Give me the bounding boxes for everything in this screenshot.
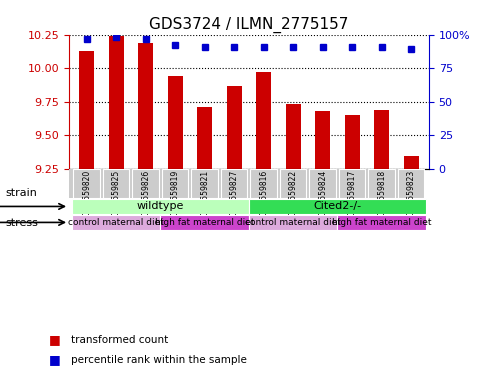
FancyBboxPatch shape — [72, 199, 249, 214]
FancyBboxPatch shape — [191, 169, 218, 198]
Bar — [227, 86, 242, 169]
Text: GSM559818: GSM559818 — [377, 170, 386, 216]
FancyBboxPatch shape — [160, 215, 249, 230]
Bar — [374, 110, 389, 169]
Bar — [404, 156, 419, 169]
Bar — [139, 43, 153, 169]
FancyBboxPatch shape — [339, 169, 365, 198]
Text: transformed count: transformed count — [71, 335, 169, 345]
Text: GSM559824: GSM559824 — [318, 170, 327, 216]
FancyBboxPatch shape — [398, 169, 424, 198]
Text: wildtype: wildtype — [137, 202, 184, 212]
Text: control maternal diet: control maternal diet — [69, 218, 164, 227]
FancyBboxPatch shape — [249, 215, 338, 230]
FancyBboxPatch shape — [338, 215, 426, 230]
Text: stress: stress — [5, 218, 38, 228]
FancyBboxPatch shape — [310, 169, 336, 198]
Bar — [168, 76, 182, 169]
Text: strain: strain — [5, 188, 37, 198]
Text: GSM559825: GSM559825 — [112, 170, 121, 216]
FancyBboxPatch shape — [133, 169, 159, 198]
FancyBboxPatch shape — [250, 169, 277, 198]
FancyBboxPatch shape — [368, 169, 395, 198]
FancyBboxPatch shape — [162, 169, 188, 198]
Bar — [109, 36, 124, 169]
Bar — [197, 107, 212, 169]
Bar — [286, 104, 301, 169]
Text: Cited2-/-: Cited2-/- — [314, 202, 361, 212]
Text: GSM559827: GSM559827 — [230, 170, 239, 216]
FancyBboxPatch shape — [280, 169, 307, 198]
Bar — [345, 115, 359, 169]
Text: GSM559822: GSM559822 — [289, 170, 298, 216]
Bar — [316, 111, 330, 169]
Text: GSM559823: GSM559823 — [407, 170, 416, 216]
FancyBboxPatch shape — [73, 169, 100, 198]
Text: GSM559821: GSM559821 — [200, 170, 209, 216]
Text: control maternal diet: control maternal diet — [246, 218, 341, 227]
Text: ■: ■ — [49, 353, 61, 366]
Text: ■: ■ — [49, 333, 61, 346]
Text: GSM559816: GSM559816 — [259, 170, 268, 216]
Text: GSM559817: GSM559817 — [348, 170, 357, 216]
FancyBboxPatch shape — [221, 169, 247, 198]
Text: GSM559826: GSM559826 — [141, 170, 150, 216]
Text: percentile rank within the sample: percentile rank within the sample — [71, 355, 247, 365]
Text: GSM559820: GSM559820 — [82, 170, 91, 216]
FancyBboxPatch shape — [72, 215, 160, 230]
Text: high fat maternal diet: high fat maternal diet — [155, 218, 254, 227]
Bar — [256, 72, 271, 169]
Text: GSM559819: GSM559819 — [171, 170, 180, 216]
FancyBboxPatch shape — [103, 169, 130, 198]
Text: high fat maternal diet: high fat maternal diet — [332, 218, 431, 227]
FancyBboxPatch shape — [249, 199, 426, 214]
Title: GDS3724 / ILMN_2775157: GDS3724 / ILMN_2775157 — [149, 17, 349, 33]
Bar — [79, 51, 94, 169]
